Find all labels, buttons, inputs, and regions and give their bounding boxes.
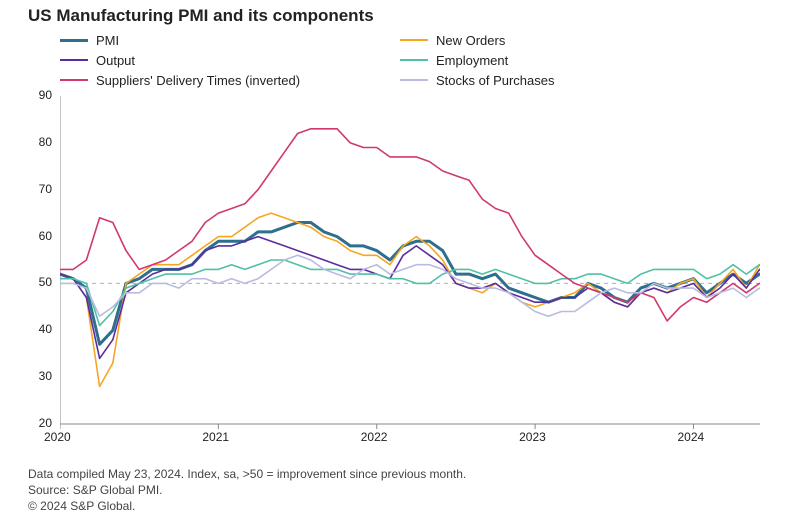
ytick-label: 70: [39, 182, 52, 196]
ytick-label: 90: [39, 88, 52, 102]
xtick-label: 2022: [361, 430, 388, 444]
xtick-label: 2021: [202, 430, 229, 444]
xtick-label: 2023: [519, 430, 546, 444]
line-chart: [60, 96, 760, 446]
legend-label-employment: Employment: [436, 53, 508, 68]
xtick-label: 2020: [44, 430, 71, 444]
legend-swatch-stocks: [400, 79, 428, 81]
legend-item-output: Output: [60, 50, 400, 70]
chart-title: US Manufacturing PMI and its components: [28, 6, 374, 26]
legend-item-pmi: PMI: [60, 30, 400, 50]
footnotes: Data compiled May 23, 2024. Index, sa, >…: [28, 466, 466, 515]
legend: PMI Output Suppliers' Delivery Times (inve…: [60, 30, 740, 90]
legend-swatch-pmi: [60, 39, 88, 42]
legend-label-output: Output: [96, 53, 135, 68]
legend-label-sdt: Suppliers' Delivery Times (inverted): [96, 73, 300, 88]
legend-item-new_orders: New Orders: [400, 30, 740, 50]
ytick-label: 50: [39, 275, 52, 289]
legend-label-new_orders: New Orders: [436, 33, 505, 48]
ytick-label: 60: [39, 229, 52, 243]
legend-swatch-new_orders: [400, 39, 428, 41]
legend-col-right: New Orders Employment Stocks of Purchases: [400, 30, 740, 90]
legend-label-stocks: Stocks of Purchases: [436, 73, 555, 88]
footnote-line: Source: S&P Global PMI.: [28, 482, 466, 498]
chart-svg: [60, 96, 760, 446]
ytick-label: 40: [39, 322, 52, 336]
legend-swatch-output: [60, 59, 88, 61]
footnote-line: Data compiled May 23, 2024. Index, sa, >…: [28, 466, 466, 482]
legend-item-stocks: Stocks of Purchases: [400, 70, 740, 90]
legend-item-sdt: Suppliers' Delivery Times (inverted): [60, 70, 400, 90]
ytick-label: 30: [39, 369, 52, 383]
legend-label-pmi: PMI: [96, 33, 119, 48]
legend-item-employment: Employment: [400, 50, 740, 70]
ytick-label: 80: [39, 135, 52, 149]
footnote-line: © 2024 S&P Global.: [28, 498, 466, 514]
ytick-label: 20: [39, 416, 52, 430]
legend-col-left: PMI Output Suppliers' Delivery Times (inve…: [60, 30, 400, 90]
legend-swatch-sdt: [60, 79, 88, 81]
xtick-label: 2024: [677, 430, 704, 444]
legend-swatch-employment: [400, 59, 428, 61]
